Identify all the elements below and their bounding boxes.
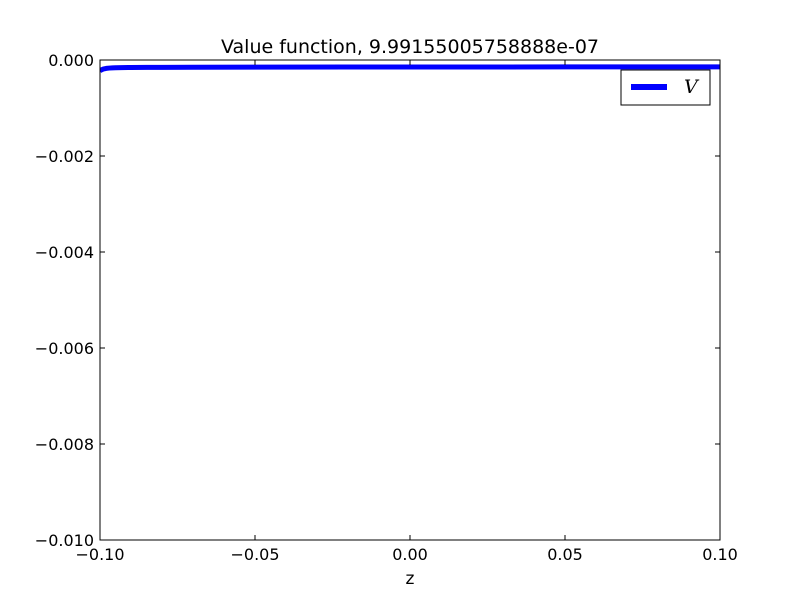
x-tick-label: 0.10	[702, 545, 738, 564]
ticks-layer: −0.10 −0.05 0.00 0.05 0.10 0.000 −0.002 −0.004 −…	[35, 51, 738, 564]
y-tick-label: −0.010	[35, 531, 94, 550]
series-line-v	[100, 64, 720, 73]
legend-label-v: V	[684, 76, 700, 98]
x-axis-label: z	[406, 569, 415, 589]
y-tick-label: −0.002	[35, 147, 94, 166]
legend: V	[620, 69, 711, 106]
x-tick-label: −0.10	[75, 545, 124, 564]
y-tick-label: 0.000	[48, 51, 94, 70]
x-tick-label: −0.05	[230, 545, 279, 564]
y-tick-label: −0.004	[35, 243, 94, 262]
series-layer	[100, 64, 720, 73]
y-tick-label: −0.008	[35, 435, 94, 454]
plot-frame	[99, 59, 721, 541]
y-tick-label: −0.006	[35, 339, 94, 358]
chart-title: Value function, 9.99155005758888e-07	[221, 36, 599, 58]
x-tick-label: 0.05	[547, 545, 583, 564]
x-tick-label: 0.00	[392, 545, 428, 564]
